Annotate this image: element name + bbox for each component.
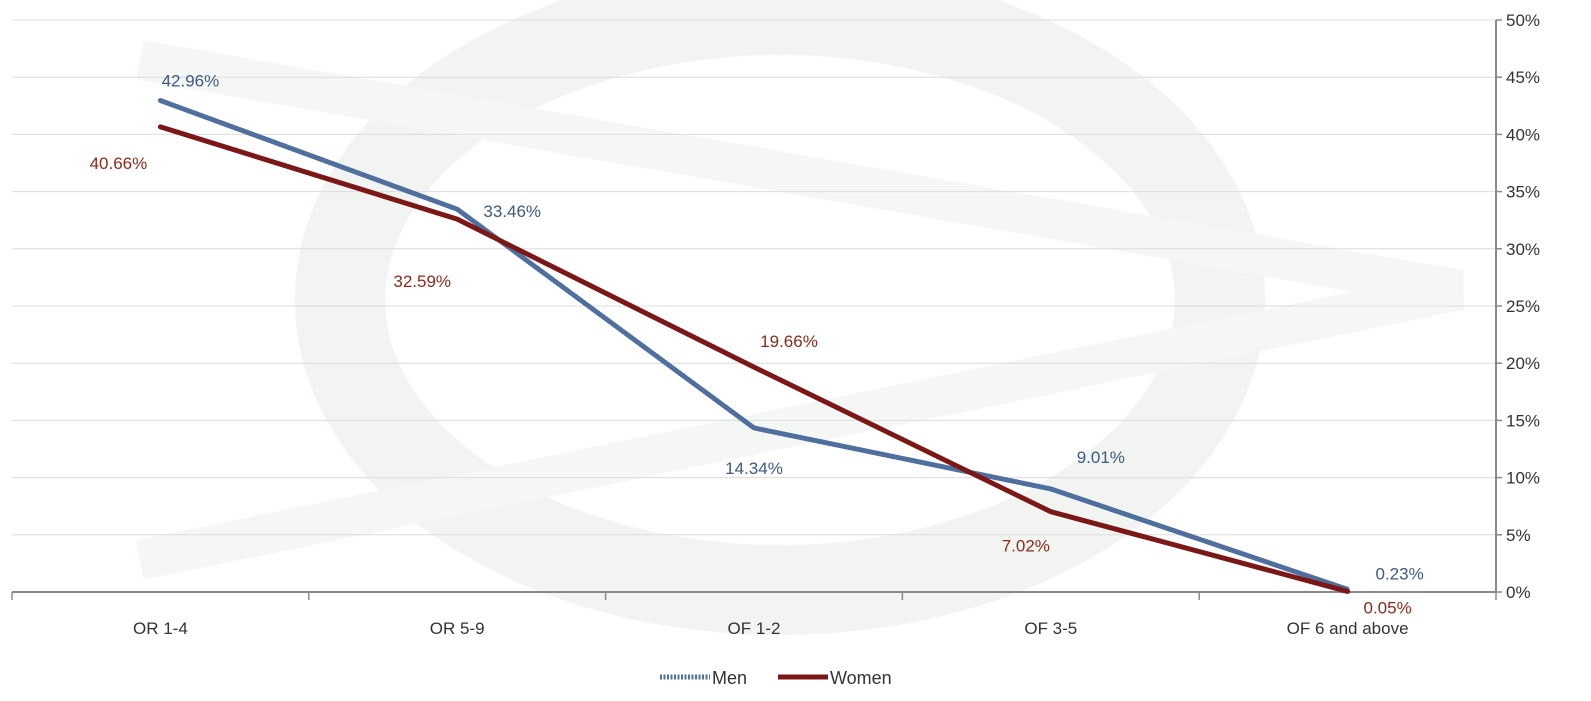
x-tick-label: OF 6 and above	[1287, 619, 1409, 638]
data-labels: 42.96% 33.46% 14.34% 9.01% 0.23% 40.66% 32.59%…	[90, 72, 1424, 618]
data-label-men: 14.34%	[725, 459, 783, 478]
x-tick-label: OR 1-4	[133, 619, 188, 638]
gridlines	[12, 19, 1496, 536]
y-tick-label: 5%	[1506, 526, 1531, 545]
watermark	[135, 0, 1465, 635]
data-label-men: 9.01%	[1077, 448, 1125, 467]
legend: Men Women	[660, 668, 892, 688]
y-tick-label: 15%	[1506, 411, 1540, 430]
series-lines	[157, 98, 1351, 594]
watermark-ring	[295, 0, 1265, 635]
y-tick-label: 45%	[1506, 68, 1540, 87]
x-tick-label: OF 1-2	[728, 619, 781, 638]
data-label-men: 42.96%	[162, 72, 220, 91]
data-label-women: 0.05%	[1363, 598, 1411, 617]
y-tick-label: 40%	[1506, 125, 1540, 144]
y-tick-label: 25%	[1506, 297, 1540, 316]
y-axis-ticks: 0% 5% 10% 15% 20% 25% 30% 35% 40% 45% 50%	[1496, 11, 1540, 602]
watermark-arrow	[135, 40, 1465, 580]
y-tick-label: 35%	[1506, 183, 1540, 202]
series-line-men	[157, 98, 1351, 592]
y-tick-label: 20%	[1506, 354, 1540, 373]
legend-label-men: Men	[712, 668, 747, 688]
data-label-women: 19.66%	[760, 332, 818, 351]
data-label-men: 0.23%	[1375, 564, 1423, 583]
y-tick-label: 10%	[1506, 469, 1540, 488]
x-tick-label: OR 5-9	[430, 619, 485, 638]
y-tick-label: 50%	[1506, 11, 1540, 30]
data-label-women: 32.59%	[393, 272, 451, 291]
data-label-women: 7.02%	[1002, 537, 1050, 556]
x-axis-ticks: OR 1-4 OR 5-9 OF 1-2 OF 3-5 OF 6 and above	[11, 592, 1497, 638]
series-line-women	[157, 124, 1351, 594]
y-tick-label: 30%	[1506, 240, 1540, 259]
data-label-men: 33.46%	[483, 202, 541, 221]
x-tick-label: OF 3-5	[1024, 619, 1077, 638]
legend-label-women: Women	[830, 668, 892, 688]
y-tick-label: 0%	[1506, 583, 1531, 602]
data-label-women: 40.66%	[90, 154, 148, 173]
